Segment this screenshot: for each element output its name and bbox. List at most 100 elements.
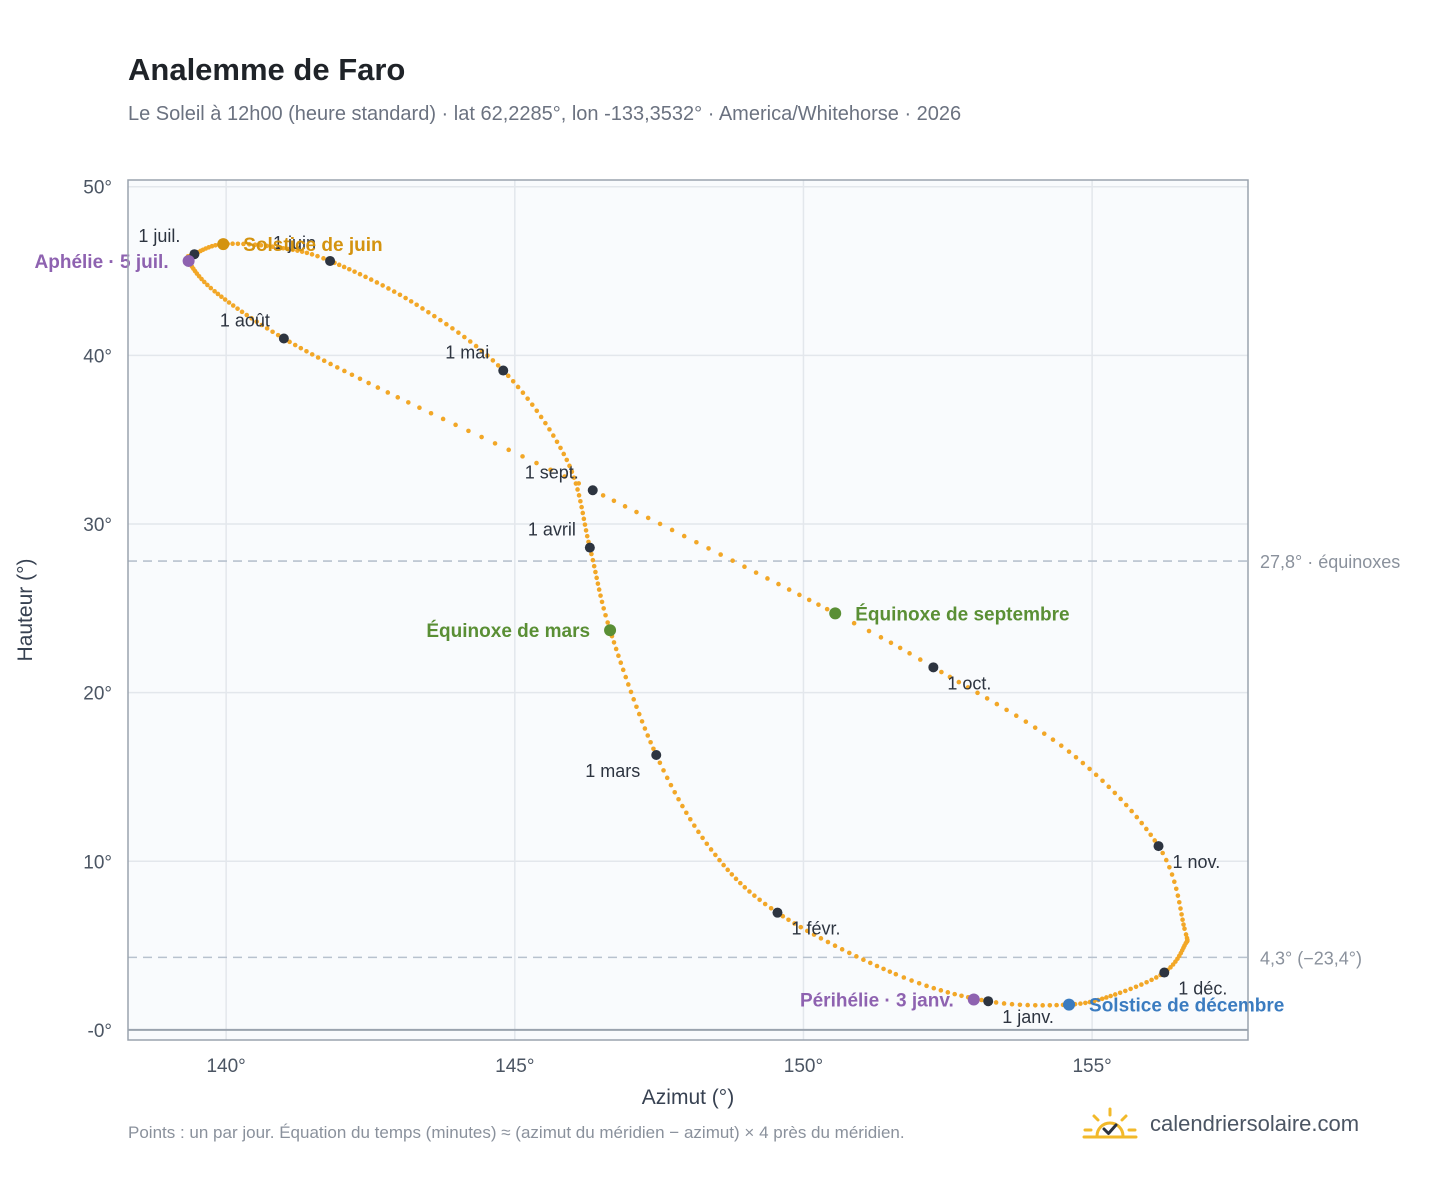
day-point (611, 640, 617, 645)
day-point (315, 253, 320, 259)
y-tick-label: 40° (83, 346, 112, 367)
day-point (495, 363, 501, 368)
event-label: Périhélie · 3 janv. (800, 991, 954, 1012)
day-point (1149, 977, 1154, 983)
day-point (984, 696, 990, 701)
day-point (1153, 975, 1159, 980)
day-point (534, 408, 540, 414)
day-point (1175, 893, 1181, 898)
month-label: 1 sept. (525, 462, 579, 482)
day-point (874, 963, 880, 969)
day-point (595, 581, 601, 586)
day-point (639, 719, 645, 724)
month-marker (1153, 841, 1164, 852)
day-point (672, 789, 678, 795)
day-point (321, 358, 327, 363)
brand[interactable]: calendriersolaire.com (1082, 1104, 1359, 1144)
day-point (259, 322, 265, 328)
day-point (576, 481, 582, 486)
y-tick-label: 20° (83, 684, 112, 705)
day-point (222, 297, 228, 302)
day-point (414, 302, 419, 308)
x-tick-label: 150° (784, 1056, 823, 1077)
day-point (466, 428, 471, 434)
day-point (825, 939, 831, 945)
day-point (241, 241, 246, 247)
day-point (1017, 1002, 1023, 1008)
day-point (208, 285, 214, 291)
event-label: Solstice de décembre (1089, 996, 1284, 1017)
day-point (605, 620, 610, 625)
event-marker (967, 993, 980, 1006)
day-point (1078, 1001, 1083, 1006)
day-point (593, 569, 598, 575)
day-point (575, 487, 580, 492)
day-point (408, 299, 414, 304)
day-point (645, 733, 651, 738)
day-point (664, 775, 670, 781)
day-point (275, 245, 281, 250)
month-label: 1 déc. (1178, 979, 1227, 999)
day-point (341, 264, 347, 270)
day-point (226, 300, 232, 305)
day-point (765, 576, 770, 581)
day-point (363, 274, 368, 280)
day-point (349, 372, 355, 378)
day-point (1025, 1002, 1030, 1008)
day-point (270, 329, 275, 335)
month-marker (325, 255, 336, 266)
month-label: 1 oct. (947, 673, 991, 693)
day-point (505, 373, 511, 379)
day-point (529, 402, 535, 407)
day-point (747, 889, 752, 894)
day-point (893, 971, 899, 977)
day-point (426, 309, 431, 315)
month-marker (983, 996, 994, 1007)
day-point (945, 990, 951, 995)
day-point (375, 385, 381, 390)
day-point (708, 847, 714, 852)
day-point (249, 316, 254, 321)
month-label: 1 nov. (1173, 852, 1221, 872)
day-point (725, 867, 731, 873)
day-point (543, 420, 548, 426)
day-point (1004, 707, 1009, 713)
day-point (1179, 912, 1184, 917)
day-point (730, 558, 735, 563)
day-point (212, 288, 217, 294)
day-point (676, 796, 681, 802)
month-marker (587, 485, 598, 496)
day-point (917, 657, 923, 662)
month-label: 1 juil. (138, 226, 180, 246)
day-point (520, 390, 526, 396)
event-label: Équinoxe de septembre (855, 603, 1069, 625)
x-axis-label: Azimut (°) (642, 1086, 734, 1109)
day-point (264, 326, 270, 331)
day-point (589, 551, 594, 557)
day-point (846, 950, 852, 956)
day-point (818, 936, 824, 941)
day-point (1172, 879, 1177, 885)
day-point (275, 332, 281, 338)
day-point (584, 533, 590, 539)
day-point (1066, 749, 1072, 754)
footnote: Points : un par jour. Équation du temps … (128, 1123, 905, 1142)
day-point (235, 306, 240, 311)
day-point (907, 651, 912, 656)
day-point (897, 645, 903, 651)
day-point (603, 612, 608, 618)
month-marker (772, 907, 783, 918)
day-point (336, 262, 342, 268)
day-point (357, 271, 363, 277)
day-point (285, 246, 291, 252)
day-point (704, 841, 710, 847)
day-point (292, 342, 298, 348)
day-point (1013, 713, 1019, 719)
day-point (1040, 1003, 1045, 1008)
day-point (1093, 772, 1099, 778)
x-tick-label: 155° (1072, 1056, 1111, 1077)
day-point (395, 395, 401, 400)
day-point (1087, 766, 1092, 772)
day-point (290, 247, 296, 253)
month-label: 1 août (220, 311, 270, 331)
